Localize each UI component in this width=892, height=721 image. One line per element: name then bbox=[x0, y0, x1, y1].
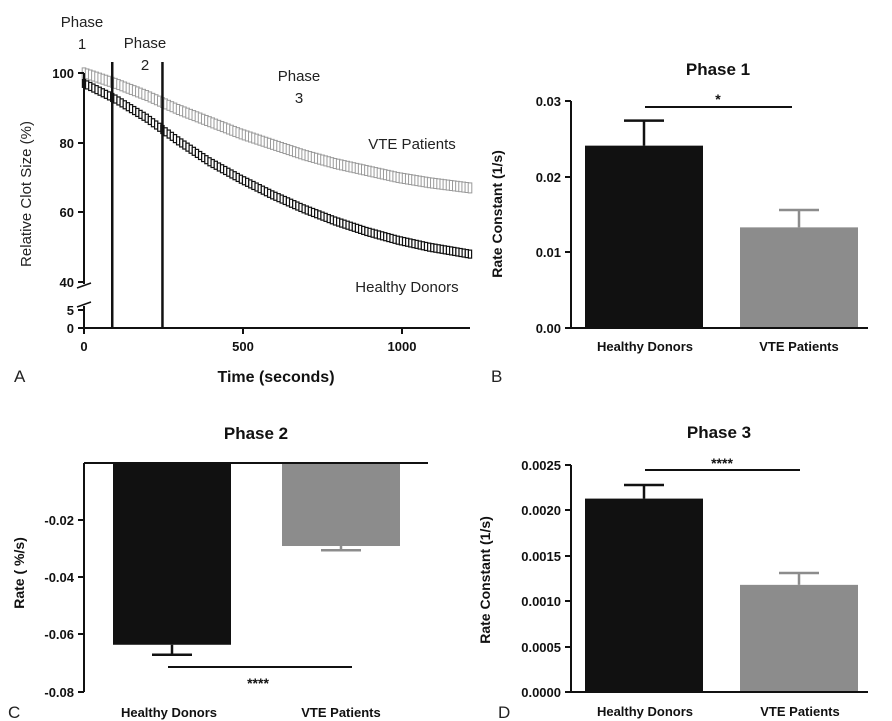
series-vte-patients bbox=[81, 67, 473, 194]
x-tick-label: 0 bbox=[80, 339, 87, 354]
category-label-healthy-donors: Healthy Donors bbox=[121, 705, 217, 720]
bar-vte-patients bbox=[740, 227, 858, 328]
chart-title: Phase 2 bbox=[224, 424, 288, 443]
phase-2-number: 2 bbox=[141, 57, 149, 74]
panel-d-bar-chart: Phase 3 Rate Constant (1/s) **** Healthy… bbox=[477, 423, 868, 719]
y-ticks-upper: 100 80 60 40 bbox=[52, 66, 84, 290]
y-ticks-lower: 5 0 bbox=[67, 303, 84, 336]
significance-marker: **** bbox=[247, 675, 269, 691]
x-tick-label: 500 bbox=[232, 339, 254, 354]
y-tick-label: -0.06 bbox=[44, 627, 74, 642]
y-tick-label: 0.01 bbox=[536, 245, 561, 260]
y-axis-label: Relative Clot Size (%) bbox=[18, 121, 35, 267]
panel-letter-d: D bbox=[498, 703, 510, 721]
panel-a-line-chart: 100 80 60 40 5 0 0 500 1000 Time (second… bbox=[18, 14, 473, 386]
y-tick-label: 0.0015 bbox=[521, 549, 561, 564]
phase-1-label: Phase bbox=[61, 14, 104, 31]
legend-vte-patients: VTE Patients bbox=[368, 136, 456, 153]
panel-letter-a: A bbox=[14, 367, 26, 386]
legend-healthy-donors: Healthy Donors bbox=[355, 279, 458, 296]
category-label-vte-patients: VTE Patients bbox=[301, 705, 380, 720]
y-tick-label: 0.03 bbox=[536, 94, 561, 109]
y-tick-label: 40 bbox=[60, 275, 74, 290]
data-point bbox=[467, 249, 473, 259]
x-tick-label-healthy-donors: Healthy Donors bbox=[597, 339, 693, 354]
y-tick-label: 0.0000 bbox=[521, 685, 561, 700]
x-tick-label-vte-patients: VTE Patients bbox=[760, 704, 839, 719]
y-axis-label: Rate Constant (1/s) bbox=[489, 150, 505, 278]
x-ticks: 0 500 1000 bbox=[80, 328, 416, 354]
x-tick-label-vte-patients: VTE Patients bbox=[759, 339, 838, 354]
y-ticks: 0.0025 0.0020 0.0015 0.0010 0.0005 0.000… bbox=[521, 458, 571, 700]
y-tick-label: 0.0020 bbox=[521, 503, 561, 518]
phase-1-number: 1 bbox=[78, 36, 86, 53]
y-tick-label: 80 bbox=[60, 136, 74, 151]
y-tick-label: 0.0025 bbox=[521, 458, 561, 473]
x-tick-label: 1000 bbox=[388, 339, 417, 354]
y-tick-label: 0.0005 bbox=[521, 640, 561, 655]
y-tick-label: 0.0010 bbox=[521, 594, 561, 609]
chart-title: Phase 3 bbox=[687, 423, 751, 442]
y-tick-label: 0 bbox=[67, 321, 74, 336]
phase-3-label: Phase bbox=[278, 68, 321, 85]
axis-break-mark-bottom bbox=[76, 301, 92, 308]
panel-c-bar-chart: Phase 2 Rate ( %/s) **** Healthy Donors … bbox=[11, 424, 428, 720]
y-ticks: -0.02 -0.04 -0.06 -0.08 bbox=[44, 513, 84, 700]
panel-b-bar-chart: Phase 1 Rate Constant (1/s) * Healthy Do… bbox=[489, 60, 868, 354]
phase-2-label: Phase bbox=[124, 35, 167, 52]
y-tick-label: -0.08 bbox=[44, 685, 74, 700]
data-point bbox=[467, 182, 473, 194]
series-healthy-donors bbox=[81, 78, 473, 259]
axis-break-mark-top bbox=[76, 282, 92, 289]
bar-healthy-donors bbox=[113, 463, 231, 645]
panel-letter-c: C bbox=[8, 703, 20, 721]
y-ticks: 0.03 0.02 0.01 0.00 bbox=[536, 94, 571, 336]
y-tick-label: -0.04 bbox=[44, 570, 74, 585]
y-tick-label: 100 bbox=[52, 66, 74, 81]
chart-title: Phase 1 bbox=[686, 60, 750, 79]
panel-letter-b: B bbox=[491, 367, 502, 386]
y-tick-label: 5 bbox=[67, 303, 74, 318]
y-axis-label: Rate ( %/s) bbox=[11, 537, 27, 609]
significance-marker: **** bbox=[711, 455, 733, 471]
y-tick-label: 60 bbox=[60, 205, 74, 220]
bar-healthy-donors bbox=[585, 498, 703, 692]
y-tick-label: 0.00 bbox=[536, 321, 561, 336]
bar-vte-patients bbox=[282, 463, 400, 547]
y-axis-label: Rate Constant (1/s) bbox=[477, 516, 493, 644]
x-axis-label: Time (seconds) bbox=[217, 369, 334, 386]
bar-healthy-donors bbox=[585, 145, 703, 328]
y-tick-label: 0.02 bbox=[536, 170, 561, 185]
x-tick-label-healthy-donors: Healthy Donors bbox=[597, 704, 693, 719]
significance-marker: * bbox=[715, 91, 721, 107]
bar-vte-patients bbox=[740, 584, 858, 692]
y-tick-label: -0.02 bbox=[44, 513, 74, 528]
phase-3-number: 3 bbox=[295, 90, 303, 107]
